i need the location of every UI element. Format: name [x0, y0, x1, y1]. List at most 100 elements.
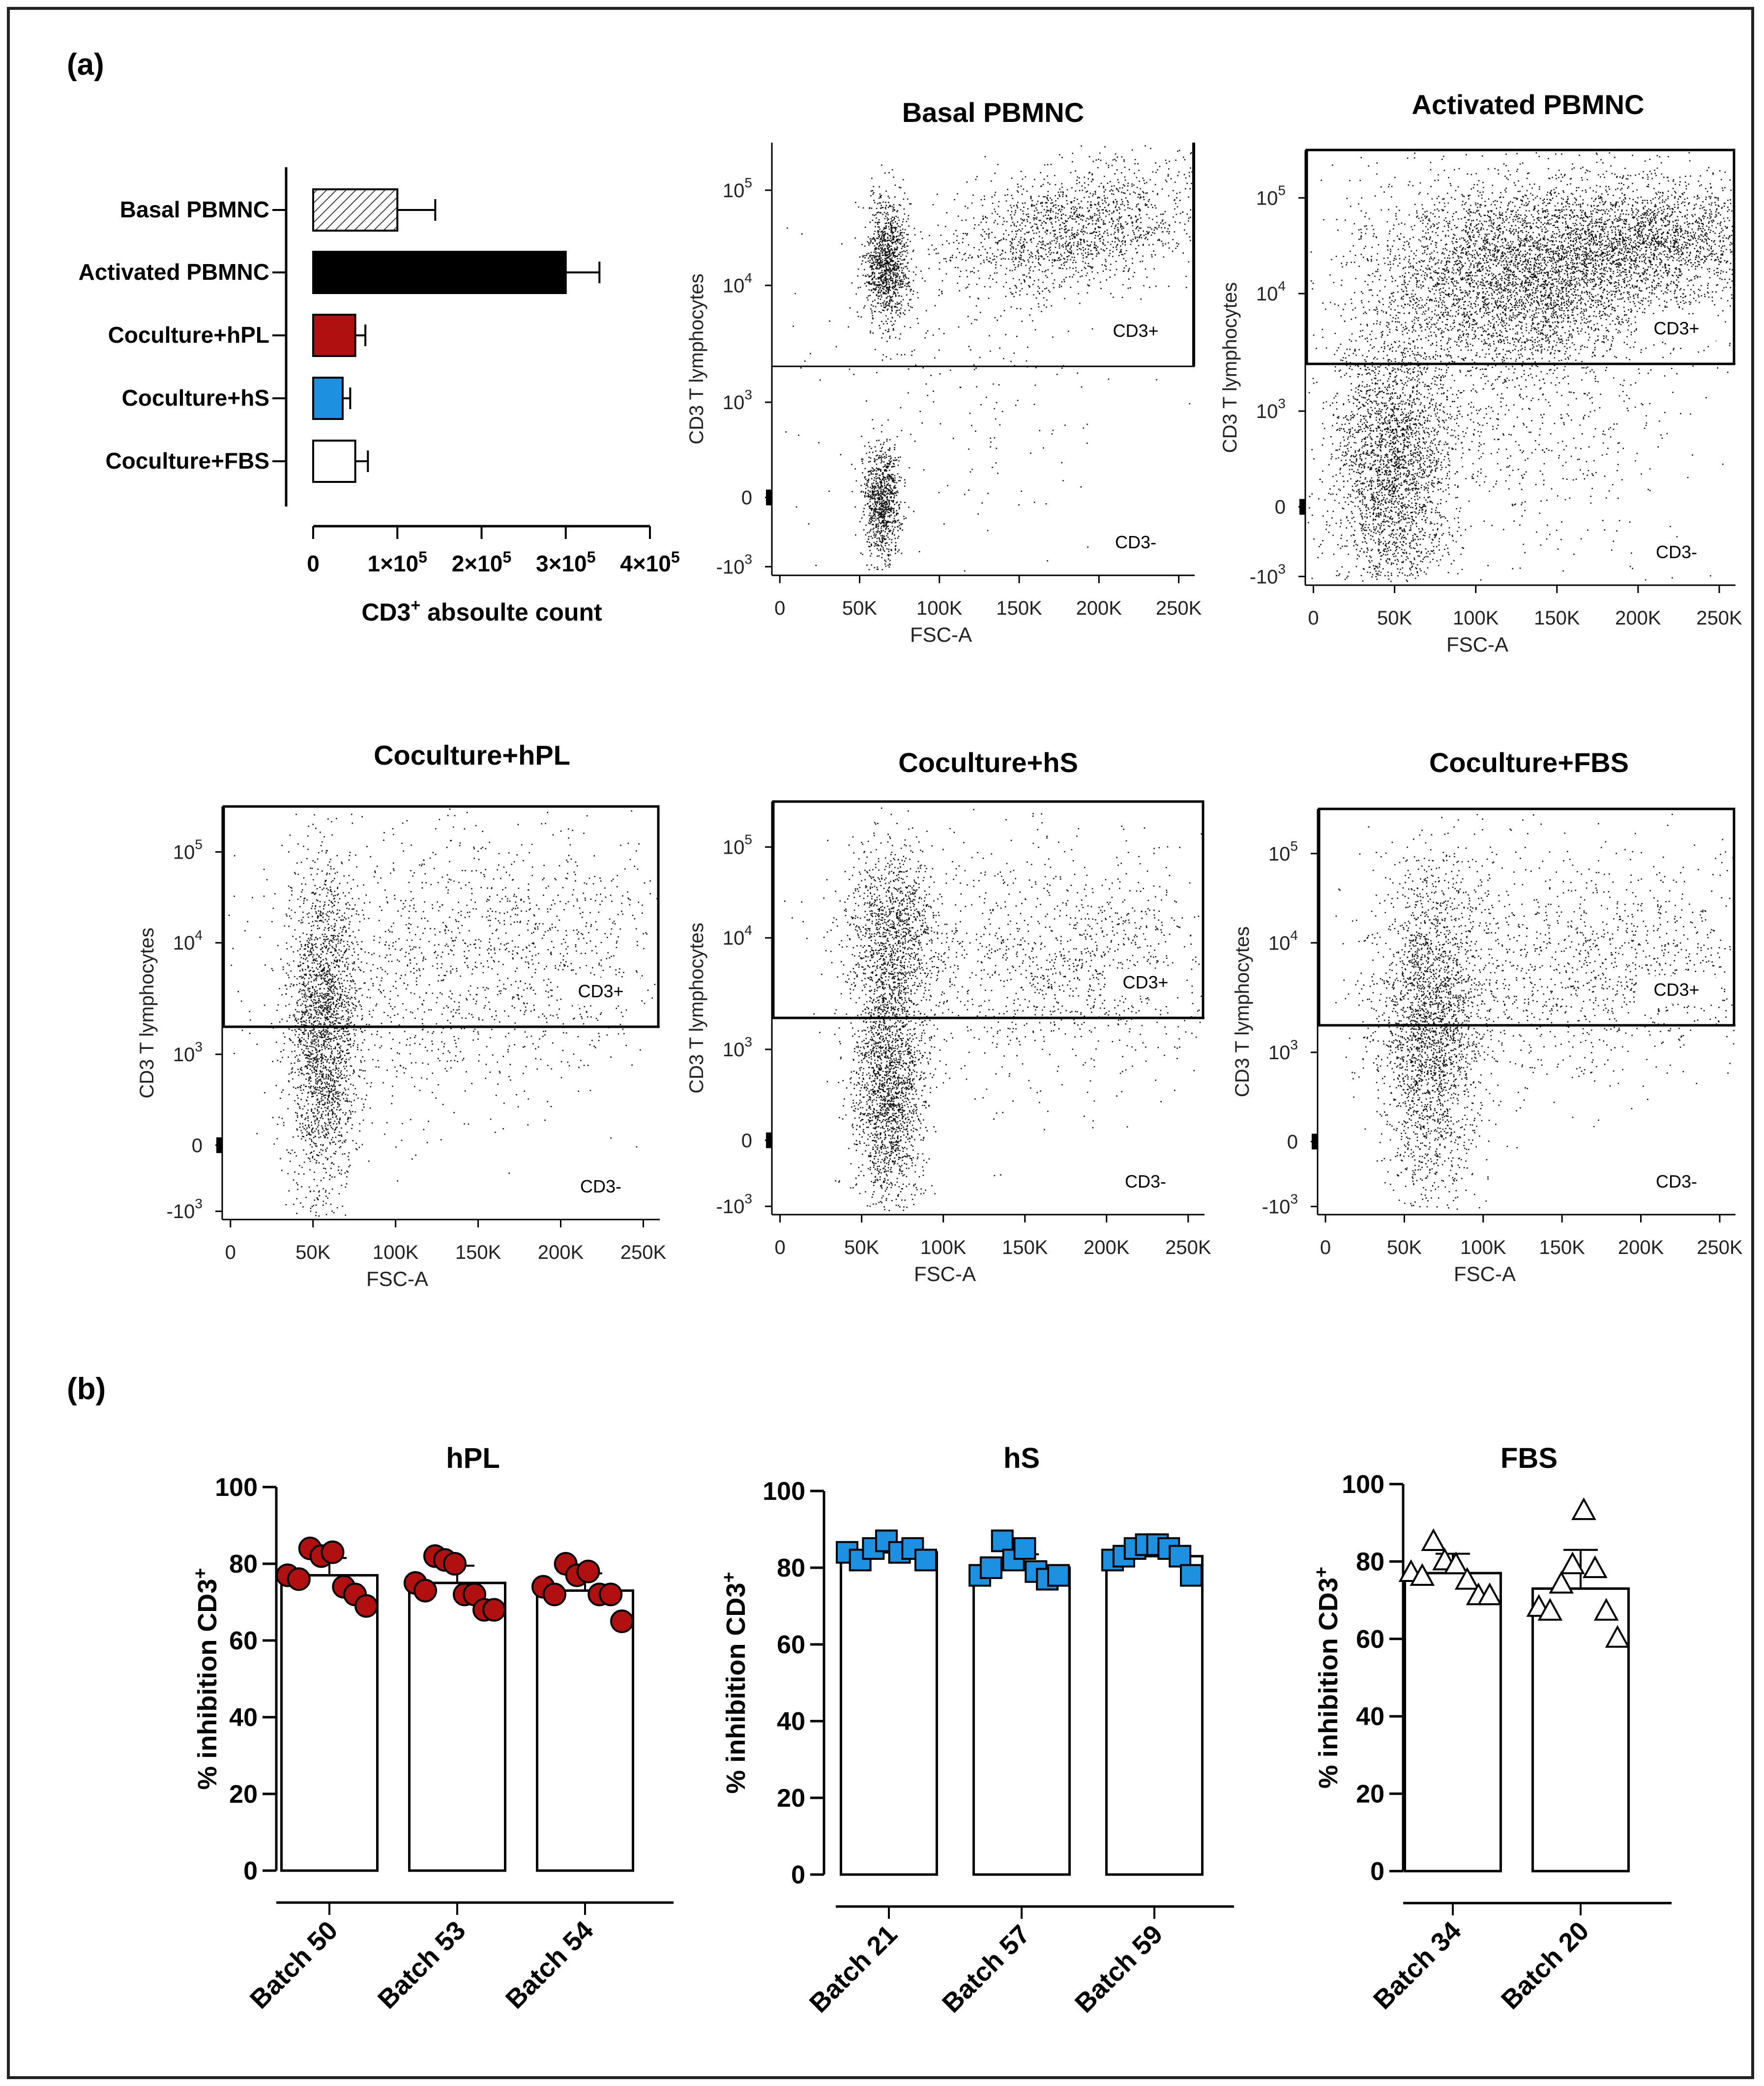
flow-plot-5: Coculture+FBS CD3+ CD3- 0 50K 100K 150K 200K 250…	[1232, 747, 1743, 1285]
x-tick-label: 250K	[1165, 1237, 1211, 1258]
x-tick-label: 50K	[295, 1242, 330, 1263]
y-tick-label: 0	[1370, 1857, 1384, 1886]
axis-pileup-marker	[1299, 499, 1305, 515]
bar	[1404, 1572, 1502, 1873]
data-point	[1571, 1497, 1596, 1520]
inhibition-chart-1: hPL 0 20 40 60 80 100 % inhibition CD3+ Batch 50…	[190, 1442, 674, 2015]
data-point	[979, 1556, 1002, 1579]
data-point	[1013, 1537, 1036, 1560]
axis-pileup-marker	[766, 1132, 772, 1148]
y-tick-label: 80	[229, 1550, 258, 1579]
x-tick-label: 200K	[1076, 597, 1122, 619]
y-tick-label: 104	[723, 923, 752, 949]
bar	[536, 1589, 634, 1872]
x-tick-label: 0	[1320, 1237, 1331, 1258]
y-tick-label: -103	[716, 1191, 752, 1218]
gate-label-pos: CD3+	[578, 981, 623, 1001]
gate-label-bg	[1637, 976, 1716, 1003]
x-tick-label: 250K	[620, 1242, 667, 1263]
cd3-count-bar-chart: Basal PBMNC Activated PBMNC Coculture+hPL C…	[78, 167, 680, 626]
event-dots	[1308, 152, 1735, 582]
data-point	[1477, 1582, 1502, 1606]
y-tick-label: 0	[243, 1857, 258, 1885]
x-tick-label: Batch 54	[500, 1915, 599, 2015]
y-tick-label: 103	[173, 1039, 203, 1066]
y-tick-label: -103	[716, 551, 752, 578]
plot-title: Coculture+FBS	[1429, 747, 1629, 778]
y-tick-label: 104	[723, 270, 752, 297]
data-point	[287, 1567, 311, 1591]
x-tick-label: 50K	[842, 597, 877, 619]
x-tick-label: Batch 20	[1496, 1916, 1595, 2015]
x-tick-label: Batch 50	[244, 1915, 344, 2015]
y-axis-label: CD3 T lymphocytes	[136, 927, 158, 1099]
data-point	[1560, 1551, 1585, 1575]
panel-label-b: (b)	[67, 1372, 106, 1406]
x-axis-label: CD3+ absoulte count	[361, 596, 602, 626]
y-tick-label: -103	[1262, 1192, 1298, 1218]
y-axis-label: % inhibition CD3+	[1311, 1567, 1343, 1788]
x-tick-label: Batch 34	[1368, 1916, 1467, 2015]
bar	[312, 440, 356, 483]
plot-title: Coculture+hPL	[374, 740, 570, 771]
gate-label-neg: CD3-	[1115, 532, 1156, 552]
bar	[840, 1551, 938, 1876]
x-tick-label: 250K	[1696, 607, 1742, 629]
y-tick-label: 20	[777, 1784, 805, 1813]
x-tick-label: Batch 53	[372, 1915, 471, 2015]
x-tick-label: 250K	[1697, 1237, 1743, 1258]
y-axis-label: CD3 T lymphocytes	[1232, 926, 1253, 1098]
x-axis-label: FSC-A	[366, 1267, 428, 1290]
category-label: Coculture+hPL	[108, 322, 269, 348]
gate-label-bg	[1637, 538, 1716, 566]
x-tick-label: 150K	[996, 597, 1042, 619]
flow-plot-4: Coculture+hS CD3+ CD3- 0 50K 100K 150K 200K 250K…	[686, 747, 1211, 1285]
y-tick-label: 105	[1256, 182, 1286, 209]
bar	[312, 251, 567, 294]
bar	[312, 377, 344, 420]
data-point	[1047, 1564, 1070, 1587]
data-point	[1549, 1571, 1574, 1594]
y-tick-label: -103	[1250, 561, 1286, 588]
data-point	[1537, 1598, 1563, 1621]
y-tick-label: 0	[741, 487, 752, 509]
y-tick-label: 20	[1356, 1780, 1384, 1809]
y-tick-label: 40	[777, 1707, 805, 1736]
bar	[408, 1581, 506, 1872]
y-tick-label: 60	[1356, 1625, 1384, 1654]
y-tick-label: 103	[723, 387, 752, 414]
chart-title: hPL	[446, 1442, 500, 1474]
bar	[280, 1574, 379, 1872]
x-tick-label: 100K	[1453, 607, 1499, 629]
gate-label-bg	[1096, 317, 1175, 344]
x-tick-label: 200K	[538, 1242, 584, 1263]
y-tick-label: 105	[723, 832, 752, 858]
x-tick-label: Batch 57	[937, 1919, 1036, 2019]
y-tick-label: 0	[1275, 497, 1286, 518]
x-tick-label: 1×105	[367, 548, 427, 576]
data-point	[576, 1559, 600, 1583]
y-tick-label: 80	[1356, 1548, 1384, 1576]
y-tick-label: 104	[1256, 278, 1286, 305]
data-point	[1605, 1625, 1630, 1648]
x-tick-label: 250K	[1156, 597, 1202, 619]
gate-label-pos: CD3+	[1653, 318, 1699, 338]
plot-title: Basal PBMNC	[902, 97, 1084, 128]
data-point	[1443, 1551, 1469, 1575]
y-tick-label: 103	[1256, 396, 1286, 422]
data-point	[413, 1579, 437, 1603]
y-tick-label: 60	[777, 1631, 805, 1659]
x-tick-label: 150K	[1002, 1237, 1048, 1258]
x-tick-label: 50K	[1377, 607, 1412, 629]
axis-pileup-marker	[766, 489, 772, 506]
inhibition-chart-2: hS 0 20 40 60 80 100 % inhibition CD3+ Batch 21 B…	[719, 1442, 1234, 2019]
x-tick-label: 150K	[1534, 607, 1580, 629]
data-point	[1454, 1567, 1480, 1590]
data-point	[1180, 1564, 1203, 1587]
plot-title: Activated PBMNC	[1412, 89, 1645, 120]
gate-label-pos: CD3+	[1653, 980, 1699, 1000]
x-tick-label: 50K	[844, 1237, 879, 1258]
event-dots	[228, 808, 659, 1217]
category-label: Basal PBMNC	[120, 197, 269, 222]
x-tick-label: 100K	[373, 1242, 419, 1263]
